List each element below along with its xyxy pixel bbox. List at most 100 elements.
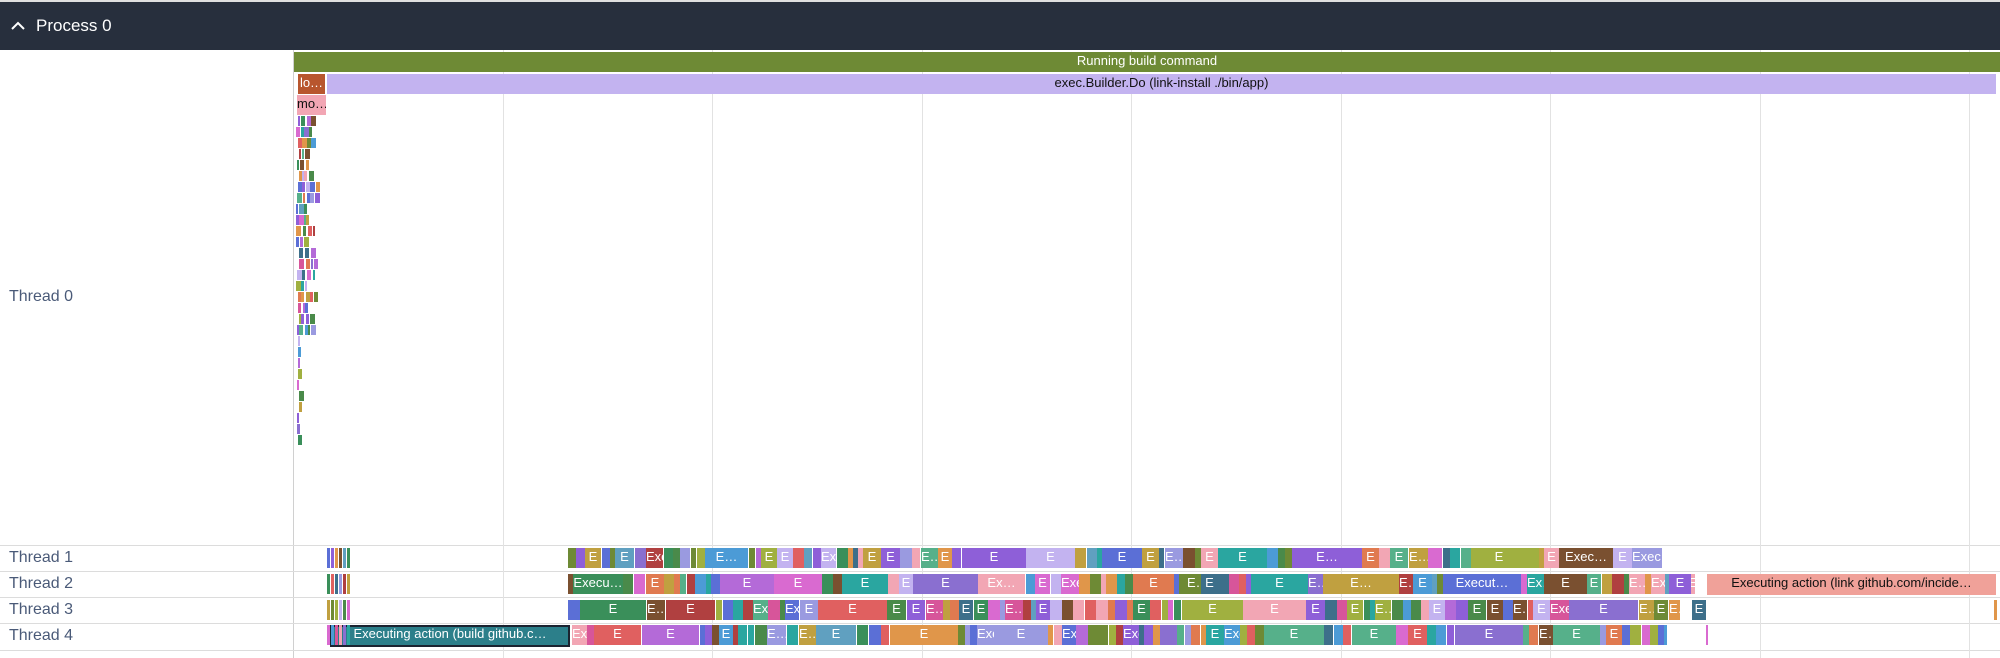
thread-span[interactable] [1023, 600, 1031, 620]
thread-span[interactable]: E… [1292, 548, 1362, 568]
thread-span[interactable] [1150, 600, 1161, 620]
thread-span[interactable] [1191, 625, 1200, 645]
stack-span[interactable] [309, 171, 314, 181]
thread-span[interactable] [733, 600, 743, 620]
thread-span-small[interactable] [1994, 600, 1997, 620]
thread-span[interactable] [1630, 625, 1641, 645]
stack-span[interactable] [311, 248, 316, 258]
thread-span[interactable] [1125, 574, 1133, 594]
stack-span[interactable] [304, 204, 307, 214]
thread-span[interactable]: E [1362, 548, 1379, 568]
thread-span[interactable]: E [1471, 548, 1527, 568]
stack-span[interactable] [297, 380, 299, 390]
thread-span-small[interactable] [347, 548, 350, 568]
stack-span[interactable] [301, 281, 304, 291]
thread-span[interactable] [738, 625, 747, 645]
thread-span[interactable] [1527, 548, 1539, 568]
stack-span[interactable] [305, 248, 309, 258]
stack-span[interactable] [308, 325, 310, 335]
thread-span[interactable]: Ex… [1062, 625, 1076, 645]
thread-span[interactable] [869, 625, 881, 645]
thread-span[interactable] [1075, 548, 1086, 568]
thread-span[interactable] [1334, 625, 1343, 645]
stack-span[interactable] [298, 292, 301, 302]
thread-span[interactable]: E… [1187, 574, 1201, 594]
thread-span[interactable]: E [720, 574, 774, 594]
stack-span[interactable] [305, 149, 310, 159]
thread-span[interactable]: Exec… [753, 600, 768, 620]
thread-span-small[interactable] [335, 625, 338, 645]
thread-span-small[interactable] [343, 600, 346, 620]
thread-span[interactable] [1411, 600, 1421, 620]
thread-span[interactable]: E [913, 574, 978, 594]
stack-span[interactable] [306, 160, 309, 170]
stack-span[interactable] [304, 171, 307, 181]
thread-span[interactable] [623, 574, 633, 594]
thread-span[interactable] [1162, 600, 1168, 620]
thread-span[interactable] [664, 548, 673, 568]
thread-span[interactable] [610, 548, 615, 568]
stack-span[interactable] [316, 182, 320, 192]
thread-span[interactable] [1445, 600, 1456, 620]
stack-span[interactable] [304, 237, 309, 247]
thread-span[interactable] [1267, 548, 1278, 568]
span-selected-action[interactable]: Executing action (build github.c… [330, 625, 570, 647]
thread-span[interactable]: E [774, 574, 822, 594]
thread-span[interactable]: E [1606, 625, 1622, 645]
thread-span[interactable] [888, 574, 899, 594]
thread-span[interactable] [1461, 548, 1466, 568]
thread-span[interactable]: E [816, 625, 856, 645]
thread-span[interactable]: E [1206, 625, 1224, 645]
thread-span[interactable] [1144, 625, 1153, 645]
thread-span[interactable] [965, 625, 970, 645]
thread-span[interactable] [1168, 600, 1173, 620]
stack-span[interactable] [314, 292, 318, 302]
thread-span[interactable]: Exec… [1632, 548, 1662, 568]
thread-span[interactable]: E [1026, 548, 1075, 568]
thread-span[interactable] [1456, 600, 1468, 620]
thread-span[interactable] [743, 600, 753, 620]
thread-span[interactable] [634, 574, 645, 594]
thread-span[interactable]: E… [1165, 548, 1183, 568]
stack-span[interactable] [297, 160, 299, 170]
chevron-up-icon[interactable] [8, 16, 28, 36]
stack-span[interactable] [299, 259, 304, 269]
thread-span-small[interactable] [327, 625, 330, 645]
thread-span[interactable] [858, 548, 863, 568]
thread-span-small[interactable] [339, 548, 342, 568]
thread-span[interactable] [1447, 625, 1454, 645]
thread-span[interactable]: Exe… [1061, 574, 1079, 594]
thread-span[interactable]: Executing action (build github.c… [572, 625, 587, 645]
thread-span[interactable]: E [1352, 625, 1396, 645]
stack-span[interactable] [299, 204, 304, 214]
thread-span[interactable] [1139, 625, 1144, 645]
thread-span[interactable] [576, 548, 585, 568]
thread-span[interactable]: E [1133, 600, 1150, 620]
thread-span[interactable] [691, 548, 696, 568]
thread-span[interactable]: E [1251, 574, 1308, 594]
thread-span[interactable] [1026, 574, 1035, 594]
thread-span[interactable]: E [646, 574, 664, 594]
thread-span-small[interactable] [1706, 625, 1708, 645]
thread-span[interactable]: E [1036, 600, 1050, 620]
thread-span[interactable]: Ex… [1527, 574, 1544, 594]
stack-span[interactable] [303, 226, 306, 236]
thread-span[interactable]: E [1468, 600, 1486, 620]
thread-span[interactable]: E [1413, 574, 1432, 594]
stack-span[interactable] [299, 314, 301, 324]
thread-span[interactable] [1076, 625, 1088, 645]
thread-span[interactable] [700, 625, 705, 645]
stack-span[interactable] [297, 413, 299, 423]
stack-span[interactable] [299, 391, 304, 401]
thread-span[interactable]: E [1654, 600, 1668, 620]
stack-span[interactable] [296, 226, 301, 236]
stack-span[interactable] [297, 270, 302, 280]
thread-span[interactable]: E… [1005, 600, 1023, 620]
thread-span[interactable]: Execut… [1443, 574, 1521, 594]
thread-span[interactable] [748, 625, 754, 645]
thread-span[interactable]: E… [647, 600, 665, 620]
stack-span[interactable] [300, 160, 304, 170]
thread-span[interactable]: E [1587, 574, 1601, 594]
thread-span[interactable]: E [1306, 600, 1325, 620]
thread-span[interactable] [1108, 600, 1115, 620]
